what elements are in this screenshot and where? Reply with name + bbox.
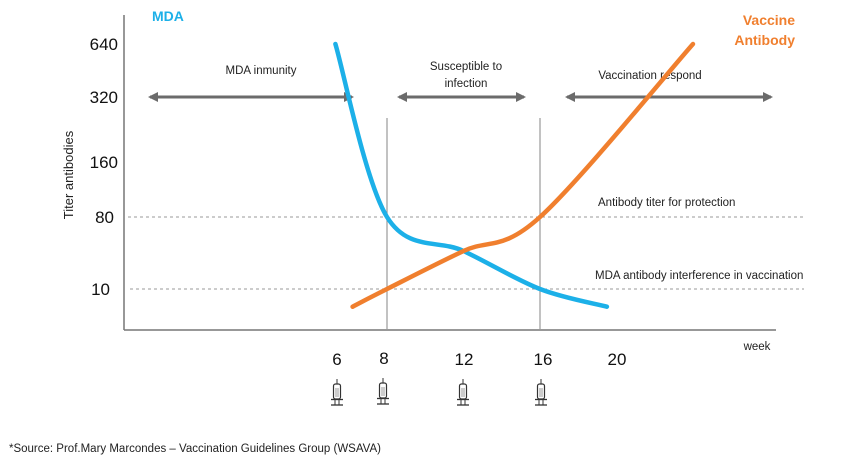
legend-vaccine-line1: Vaccine xyxy=(743,12,795,28)
syringe-icon xyxy=(534,378,548,406)
ref-label-protection: Antibody titer for protection xyxy=(598,197,735,209)
x-tick-label: 20 xyxy=(608,350,627,369)
region-label-vaccination: Vaccination respond xyxy=(598,70,701,82)
y-tick-label: 160 xyxy=(90,153,118,172)
x-tick-label: 8 xyxy=(379,349,388,368)
y-tick-label: 640 xyxy=(90,35,118,54)
ref-label-interference: MDA antibody interference in vaccination xyxy=(595,270,803,282)
series-line-mda xyxy=(333,41,610,309)
source-citation: *Source: Prof.Mary Marcondes – Vaccinati… xyxy=(9,443,381,455)
legend-mda: MDA xyxy=(152,8,184,24)
x-tick-label: 12 xyxy=(455,350,474,369)
syringe-icon xyxy=(376,377,390,405)
y-axis-label: Titer antibodies xyxy=(61,130,76,219)
x-tick-label: 6 xyxy=(332,350,341,369)
region-label-mda-immunity: MDA inmunity xyxy=(226,65,297,77)
y-tick-label: 80 xyxy=(95,208,114,227)
syringe-icon xyxy=(330,378,344,406)
x-axis-label: week xyxy=(743,341,771,353)
syringe-icon xyxy=(456,378,470,406)
region-label-susceptible-2: infection xyxy=(445,78,488,90)
series-line-vaccine-antibody xyxy=(350,41,696,309)
titer-chart: Titer antibodies 640 320 160 80 10 Antib… xyxy=(61,8,806,406)
y-tick-label: 10 xyxy=(91,280,110,299)
y-tick-label: 320 xyxy=(90,88,118,107)
x-tick-label: 16 xyxy=(534,350,553,369)
legend-vaccine-line2: Antibody xyxy=(734,32,795,48)
region-label-susceptible: Susceptible to xyxy=(430,61,502,73)
